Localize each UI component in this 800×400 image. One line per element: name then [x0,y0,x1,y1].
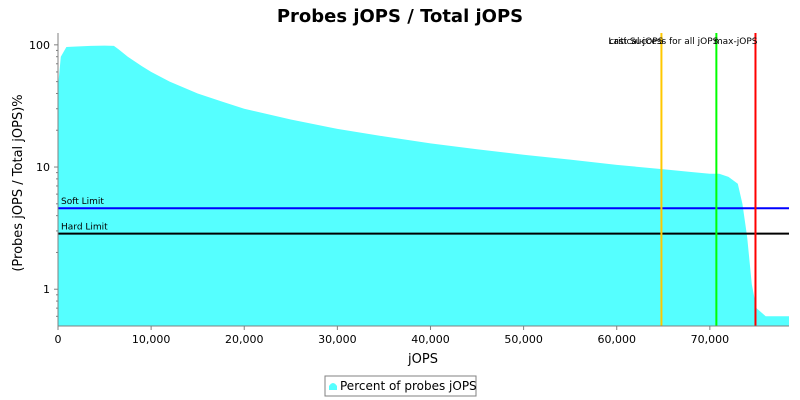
soft-limit-label: Soft Limit [61,197,104,207]
y-tick-label-2: 100 [29,39,50,52]
y-tick-label-1: 10 [36,161,50,174]
x-tick-label-6: 60,000 [597,333,636,346]
y-axis-label: (Probes jOPS / Total jOPS)% [11,94,26,271]
x-tick-label-0: 0 [55,333,62,346]
legend: Percent of probes jOPS [324,375,477,397]
x-tick-label-4: 40,000 [411,333,450,346]
hard-limit-label: Hard Limit [61,223,108,233]
legend-label: Percent of probes jOPS [340,379,477,393]
last-success-for-all-jops-label: Last Success for all jOPS [608,37,718,47]
x-tick-label-1: 10,000 [132,333,171,346]
legend-swatch-icon [329,383,337,390]
y-tick-label-0: 1 [43,283,50,296]
legend-box [324,375,477,397]
x-tick-label-3: 30,000 [318,333,357,346]
x-tick-label-2: 20,000 [225,333,264,346]
x-tick-label-5: 50,000 [504,333,543,346]
series-area-0 [58,45,789,326]
max-jops-label: max-jOPS [714,37,758,47]
critical-jops-label: critical-jOPS [609,37,663,47]
x-axis-label: jOPS [407,352,438,367]
chart-title: Probes jOPS / Total jOPS [277,6,523,27]
x-tick-label-7: 70,000 [691,333,730,346]
